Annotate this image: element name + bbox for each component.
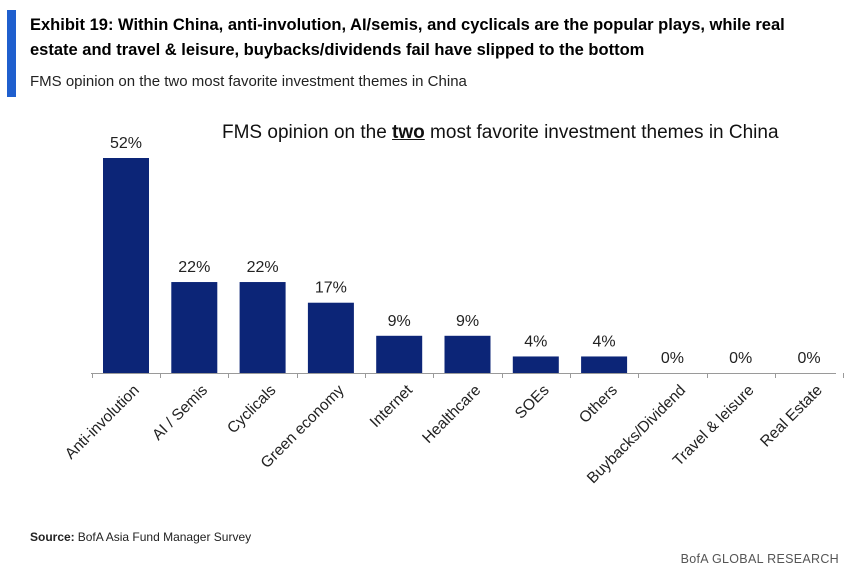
data-label: 17% bbox=[315, 280, 347, 297]
category-label: Cyclicals bbox=[224, 382, 279, 437]
data-label: 0% bbox=[797, 350, 820, 367]
data-label: 52% bbox=[110, 135, 142, 152]
data-label: 4% bbox=[593, 333, 616, 350]
chart-heading-emphasis: two bbox=[392, 122, 425, 143]
category-label: AI / Semis bbox=[149, 382, 211, 444]
bar bbox=[512, 356, 559, 373]
data-label: 0% bbox=[661, 350, 684, 367]
data-label: 0% bbox=[729, 350, 752, 367]
data-label: 22% bbox=[178, 259, 210, 276]
bar bbox=[239, 282, 286, 373]
category-label: SOEs bbox=[512, 382, 553, 423]
chart-heading-after: most favorite investment themes in China bbox=[424, 122, 779, 143]
source-text: BofA Asia Fund Manager Survey bbox=[77, 530, 252, 544]
chart-heading: FMS opinion on the two most favorite inv… bbox=[222, 122, 779, 144]
category-label: Others bbox=[576, 382, 621, 427]
exhibit-accent-bar bbox=[7, 10, 16, 97]
category-label: Internet bbox=[367, 381, 417, 431]
category-label: Real Estate bbox=[757, 382, 826, 451]
source-label: Source: bbox=[30, 530, 75, 544]
exhibit-title: Exhibit 19: Within China, anti-involutio… bbox=[30, 16, 785, 59]
bar bbox=[103, 158, 149, 373]
bar bbox=[444, 335, 491, 373]
bar bbox=[171, 282, 218, 373]
bar bbox=[376, 335, 423, 373]
category-label: Healthcare bbox=[419, 382, 484, 447]
bar bbox=[581, 356, 628, 373]
category-label: Anti-involution bbox=[62, 382, 143, 463]
source-note: Source: BofA Asia Fund Manager Survey bbox=[30, 530, 251, 544]
bar bbox=[307, 302, 354, 373]
data-label: 9% bbox=[388, 313, 411, 330]
brand-mark: BofA GLOBAL RESEARCH bbox=[680, 552, 839, 566]
data-label: 4% bbox=[524, 333, 547, 350]
data-label: 9% bbox=[456, 313, 479, 330]
exhibit-subtitle: FMS opinion on the two most favorite inv… bbox=[30, 73, 467, 90]
chart-heading-before: FMS opinion on the bbox=[222, 122, 393, 143]
data-label: 22% bbox=[247, 259, 279, 276]
